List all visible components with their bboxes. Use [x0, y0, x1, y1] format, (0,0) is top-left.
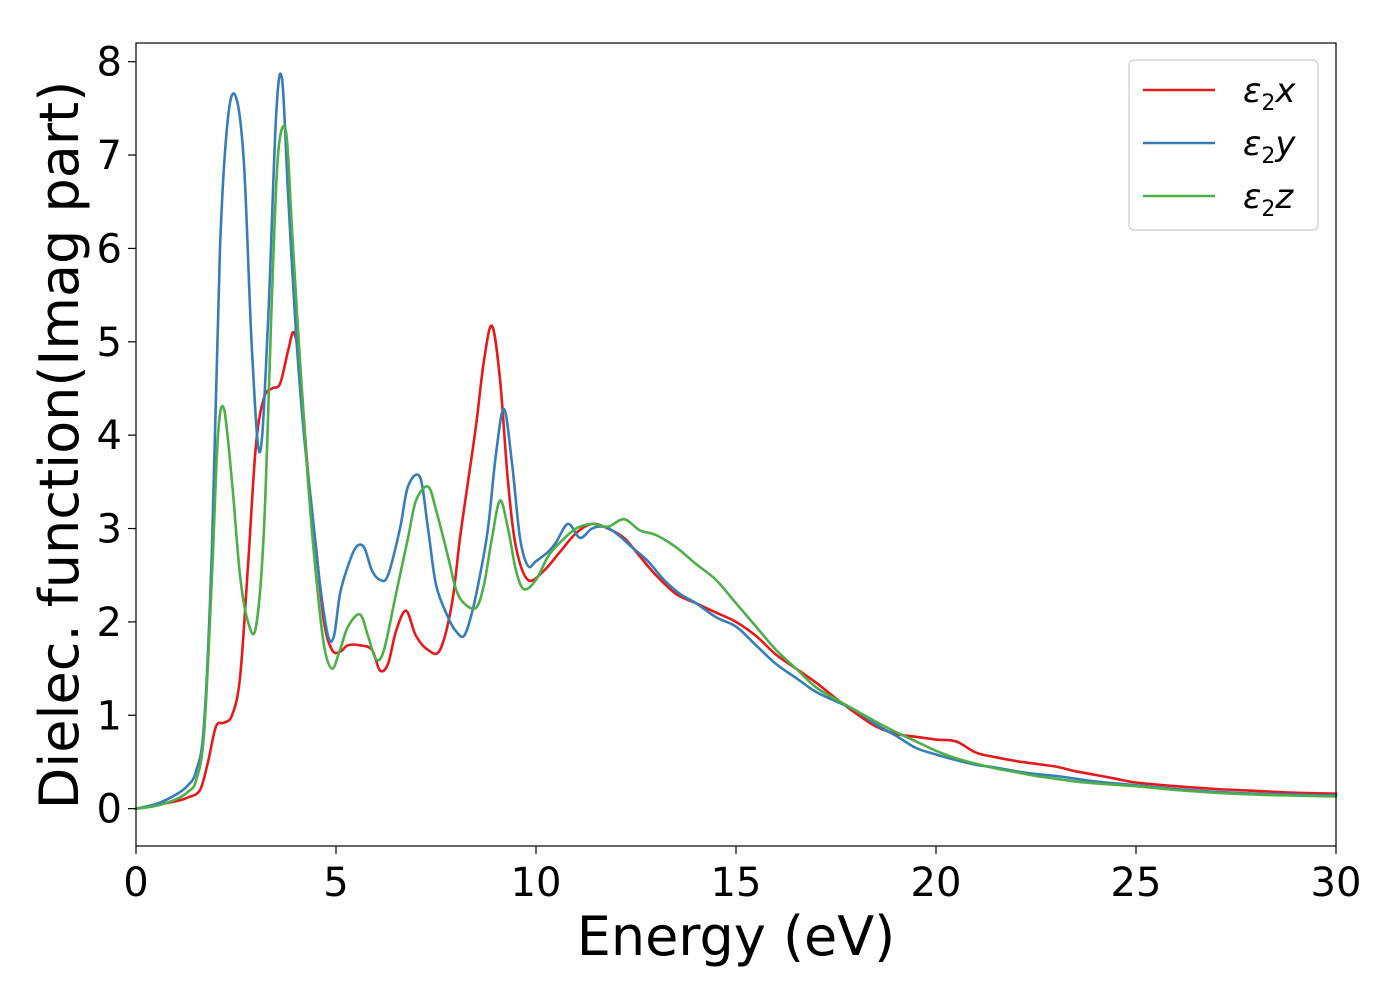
x-axis: 0 5 10 15 20 25 30: [123, 846, 1361, 906]
legend-symbol: ε: [1243, 177, 1261, 217]
y-axis: 0 1 2 3 4 5 6 7 8: [97, 40, 136, 833]
legend-box: [1128, 59, 1319, 231]
legend-subscript: 2: [1261, 197, 1275, 222]
legend-variable: y: [1274, 124, 1296, 164]
series-line-x: [134, 324, 1338, 810]
legend-subscript: 2: [1261, 144, 1275, 169]
y-tick-label: 2: [97, 600, 122, 646]
legend-label-z: ε2z: [1243, 177, 1294, 222]
series-layer: [134, 72, 1338, 810]
legend-subscript: 2: [1261, 91, 1275, 116]
series-line-y: [134, 72, 1338, 810]
y-tick-label: 7: [97, 133, 122, 179]
legend-variable: z: [1274, 177, 1294, 217]
x-tick-label: 20: [911, 860, 962, 906]
legend-symbol: ε: [1243, 71, 1261, 111]
y-axis-title: Dielec. function(Imag part): [28, 81, 91, 810]
x-tick-label: 0: [123, 860, 148, 906]
legend-label-y: ε2y: [1243, 124, 1296, 169]
y-tick-label: 3: [97, 507, 122, 553]
x-tick-label: 5: [323, 860, 348, 906]
y-tick-label: 0: [97, 787, 122, 833]
x-tick-label: 25: [1111, 860, 1162, 906]
y-tick-label: 8: [97, 40, 122, 86]
y-tick-label: 1: [97, 693, 122, 739]
x-tick-label: 10: [511, 860, 562, 906]
x-tick-label: 30: [1311, 860, 1362, 906]
legend-variable: x: [1274, 71, 1296, 111]
y-tick-label: 5: [97, 320, 122, 366]
x-tick-label: 15: [711, 860, 762, 906]
x-axis-title: Energy (eV): [577, 905, 896, 968]
y-tick-label: 4: [97, 413, 122, 459]
legend-symbol: ε: [1243, 124, 1261, 164]
legend-label-x: ε2x: [1243, 71, 1296, 116]
series-line-z: [134, 124, 1338, 810]
y-tick-label: 6: [97, 226, 122, 272]
